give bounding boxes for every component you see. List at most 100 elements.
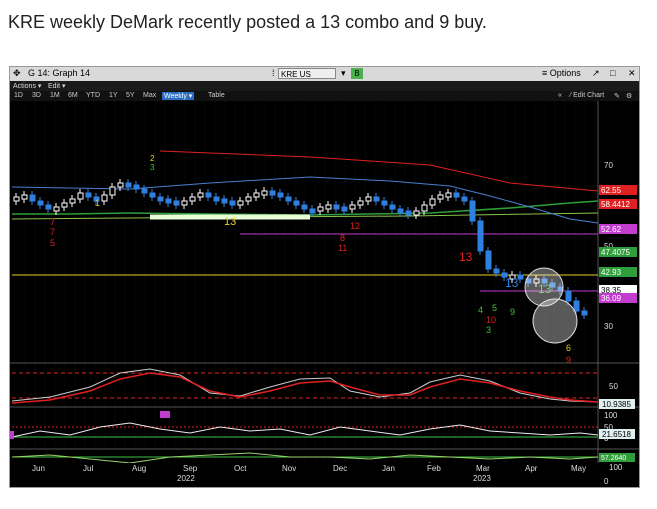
- price-label-badge: [599, 224, 637, 234]
- demark-count: 1: [95, 198, 100, 208]
- popout-icon[interactable]: ↗: [592, 68, 600, 78]
- candle: [229, 200, 236, 206]
- candle: [149, 192, 156, 198]
- candle: [453, 192, 460, 198]
- panel3-marker: [160, 411, 170, 418]
- month-label: Apr: [525, 464, 538, 473]
- menu-row: Actions ▾ Edit ▾: [10, 81, 639, 91]
- candle: [101, 194, 108, 202]
- candle: [277, 192, 284, 198]
- demark-count: 8: [340, 233, 345, 243]
- period-6m[interactable]: 6M: [68, 92, 78, 99]
- period-1d[interactable]: 1D: [14, 92, 23, 99]
- price-label-badge: [599, 293, 637, 303]
- close-icon[interactable]: ✕: [628, 68, 636, 78]
- price-tick: 30: [604, 322, 613, 331]
- candle: [477, 220, 484, 252]
- year-label: 2023: [473, 474, 491, 483]
- demark-count: 4: [478, 305, 483, 315]
- period-1y[interactable]: 1Y: [109, 92, 118, 99]
- candle: [245, 196, 252, 202]
- price-label: 62.55: [601, 186, 622, 195]
- candle: [565, 290, 572, 302]
- actions-menu[interactable]: Actions ▾: [13, 83, 42, 90]
- candle: [309, 208, 316, 214]
- candle: [173, 200, 180, 206]
- period-3d[interactable]: 3D: [32, 92, 41, 99]
- candle: [461, 196, 468, 202]
- panel2-value-badge: [599, 399, 635, 409]
- month-label: Feb: [427, 464, 441, 473]
- candle: [141, 188, 148, 194]
- candle: [485, 250, 492, 270]
- security-icon: ⁞: [272, 68, 275, 78]
- candlestick-series: [13, 179, 588, 319]
- month-label: Aug: [132, 464, 147, 473]
- month-label: Mar: [476, 464, 490, 473]
- candle: [381, 200, 388, 206]
- panel2-value: 10.9385: [602, 400, 631, 409]
- frequency-select[interactable]: Weekly ▾: [162, 92, 195, 100]
- candle: [493, 268, 500, 274]
- period-5y[interactable]: 5Y: [126, 92, 135, 99]
- edit-chart-button[interactable]: ⁄ Edit Chart: [570, 92, 605, 99]
- settings-icon[interactable]: ⚙: [626, 93, 633, 100]
- panel3-line: [11, 422, 599, 438]
- options-menu[interactable]: ≡ Options: [542, 68, 581, 78]
- table-button[interactable]: Table: [208, 92, 225, 99]
- candle: [77, 192, 84, 200]
- price-label-badge: [599, 185, 637, 195]
- candle: [253, 192, 260, 198]
- panel4-top-badge: [599, 453, 635, 462]
- candle: [13, 196, 20, 202]
- demark-count: 7: [50, 217, 55, 227]
- candle: [549, 282, 556, 288]
- month-label: Dec: [333, 464, 348, 473]
- candle: [317, 206, 324, 212]
- panel3-tick: 100: [604, 411, 618, 420]
- candle: [93, 196, 100, 202]
- move-icon[interactable]: ✥: [13, 68, 21, 78]
- ticker-field[interactable]: KRE US Equity: [278, 68, 336, 90]
- vertical-grid: [24, 101, 596, 487]
- period-ytd[interactable]: YTD: [86, 92, 100, 99]
- pencil-icon[interactable]: ✎: [614, 93, 620, 100]
- candle: [109, 186, 116, 196]
- panel4-top-value: 57.2640: [601, 455, 626, 462]
- candle: [293, 200, 300, 206]
- demark-count-13: 13: [459, 250, 473, 264]
- period-max[interactable]: Max: [143, 92, 157, 99]
- month-label: Jun: [32, 464, 45, 473]
- candle: [85, 192, 92, 198]
- b-button[interactable]: B: [351, 68, 363, 79]
- price-label-badge: [599, 285, 637, 295]
- candle: [157, 196, 164, 202]
- collapse-icon[interactable]: «: [558, 92, 562, 99]
- maximize-icon[interactable]: □: [610, 68, 616, 78]
- panel3-tick: 50: [604, 423, 613, 432]
- bloomberg-chart-window: ✥ G 14: Graph 14 ⁞ KRE US Equity ▾ B ≡ O…: [9, 66, 640, 488]
- demark-count: 5: [50, 238, 55, 248]
- month-label: Jan: [382, 464, 395, 473]
- price-label: 58.4412: [601, 200, 630, 209]
- period-1m[interactable]: 1M: [50, 92, 60, 99]
- price-tick: 50: [604, 242, 613, 251]
- price-label-badge: [599, 199, 637, 209]
- price-label-badge: [599, 267, 637, 277]
- price-label: 42.93: [601, 268, 622, 277]
- candle: [213, 196, 220, 202]
- demark-count: 2: [150, 154, 155, 163]
- candle: [197, 192, 204, 198]
- ticker-dropdown-icon[interactable]: ▾: [341, 68, 346, 78]
- candle: [445, 192, 452, 198]
- price-label: 52.62: [601, 225, 622, 234]
- candle: [349, 204, 356, 210]
- candle: [517, 274, 524, 280]
- candle: [189, 196, 196, 202]
- panel2-tick: 50: [609, 382, 618, 391]
- edit-menu[interactable]: Edit ▾: [48, 83, 66, 90]
- candle: [573, 300, 580, 312]
- candle: [301, 204, 308, 210]
- month-label: Sep: [183, 464, 198, 473]
